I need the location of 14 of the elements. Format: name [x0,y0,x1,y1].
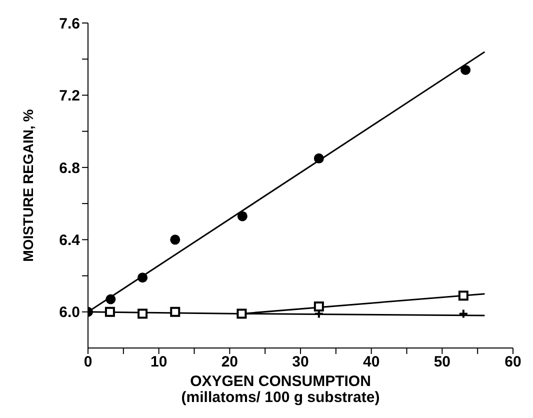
x-axis-title: OXYGEN CONSUMPTION (millatoms/ 100 g substrate) [181,373,380,406]
x-tick-label: 10 [150,354,168,371]
x-tick-label: 50 [434,354,451,371]
x-tick-label: 30 [292,354,309,371]
x-tick-label: 40 [362,354,380,371]
x-tick-label: 60 [504,354,522,371]
y-tick-label: 6.8 [59,160,80,177]
y-tick-label: 7.6 [59,15,80,32]
y-tick-label: 6.4 [59,232,81,249]
x-tick-label: 20 [221,354,238,371]
y-axis-title: MOISTURE REGAIN, % [20,108,36,262]
y-tick-label: 7.2 [59,88,80,105]
y-tick-label: 6.0 [59,304,80,322]
x-tick-label: 0 [84,354,92,371]
